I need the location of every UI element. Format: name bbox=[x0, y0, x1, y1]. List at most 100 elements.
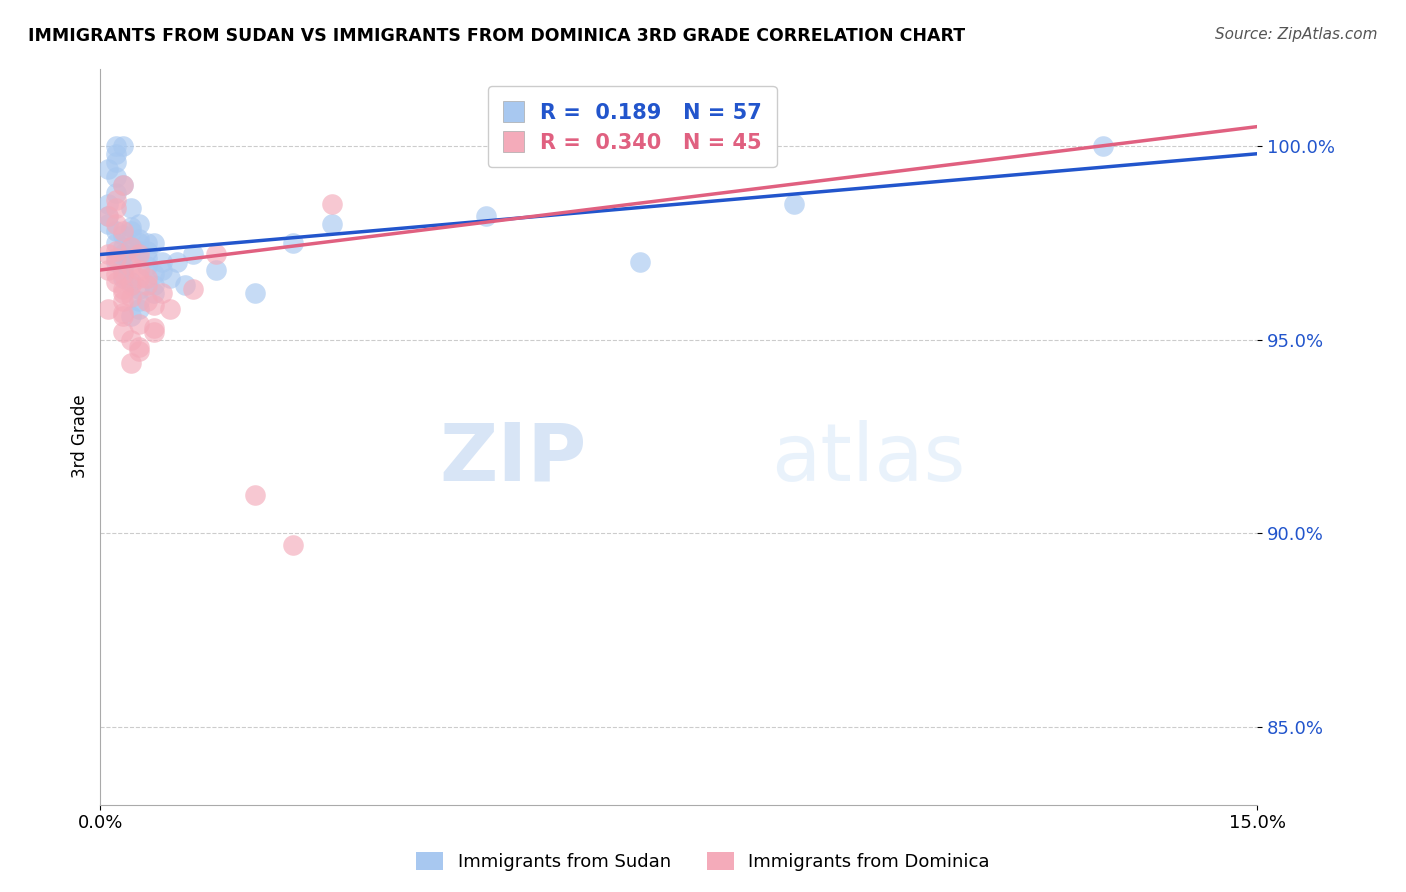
Point bbox=[97, 247, 120, 261]
Point bbox=[174, 278, 197, 293]
Point bbox=[143, 286, 166, 301]
Point bbox=[112, 240, 135, 254]
Point bbox=[120, 310, 142, 324]
Point bbox=[112, 267, 135, 281]
Point bbox=[112, 178, 135, 192]
Point bbox=[120, 290, 142, 304]
Point bbox=[159, 270, 181, 285]
Point bbox=[281, 235, 304, 250]
Point bbox=[135, 278, 157, 293]
Point bbox=[112, 178, 135, 192]
Point bbox=[104, 217, 127, 231]
Point bbox=[181, 247, 204, 261]
Point bbox=[120, 275, 142, 289]
Point bbox=[104, 255, 127, 269]
Point bbox=[112, 139, 135, 153]
Point bbox=[321, 217, 343, 231]
Point bbox=[104, 244, 127, 258]
Point bbox=[135, 270, 157, 285]
Point bbox=[120, 278, 142, 293]
Legend: Immigrants from Sudan, Immigrants from Dominica: Immigrants from Sudan, Immigrants from D… bbox=[409, 845, 997, 879]
Point bbox=[112, 247, 135, 261]
Point bbox=[135, 259, 157, 273]
Point bbox=[159, 301, 181, 316]
Point bbox=[143, 278, 166, 293]
Point bbox=[475, 209, 498, 223]
Point bbox=[143, 325, 166, 339]
Point bbox=[104, 154, 127, 169]
Point bbox=[97, 209, 120, 223]
Point bbox=[112, 282, 135, 296]
Point bbox=[150, 263, 173, 277]
Point bbox=[150, 255, 173, 269]
Point bbox=[104, 224, 127, 238]
Point bbox=[143, 298, 166, 312]
Point bbox=[120, 240, 142, 254]
Point bbox=[104, 169, 127, 184]
Point bbox=[205, 247, 228, 261]
Point bbox=[783, 197, 806, 211]
Point bbox=[104, 267, 127, 281]
Point bbox=[112, 305, 135, 319]
Point bbox=[166, 255, 188, 269]
Point bbox=[128, 317, 150, 331]
Point bbox=[321, 197, 343, 211]
Point bbox=[628, 255, 651, 269]
Point bbox=[104, 235, 127, 250]
Text: Source: ZipAtlas.com: Source: ZipAtlas.com bbox=[1215, 27, 1378, 42]
Point bbox=[128, 282, 150, 296]
Point bbox=[128, 263, 150, 277]
Point bbox=[97, 217, 120, 231]
Point bbox=[120, 333, 142, 347]
Point bbox=[205, 263, 228, 277]
Point bbox=[143, 321, 166, 335]
Point bbox=[135, 235, 157, 250]
Point bbox=[281, 538, 304, 552]
Point bbox=[120, 220, 142, 235]
Point bbox=[120, 224, 142, 238]
Point bbox=[120, 356, 142, 370]
Point bbox=[104, 275, 127, 289]
Point bbox=[1091, 139, 1114, 153]
Point bbox=[128, 341, 150, 355]
Point bbox=[104, 186, 127, 200]
Text: atlas: atlas bbox=[772, 419, 966, 498]
Point bbox=[128, 235, 150, 250]
Point bbox=[112, 293, 135, 308]
Text: ZIP: ZIP bbox=[439, 419, 586, 498]
Point bbox=[112, 224, 135, 238]
Point bbox=[143, 235, 166, 250]
Point bbox=[181, 282, 204, 296]
Point bbox=[112, 259, 135, 273]
Point bbox=[135, 293, 157, 308]
Point bbox=[150, 286, 173, 301]
Point bbox=[128, 301, 150, 316]
Point bbox=[112, 325, 135, 339]
Point bbox=[104, 252, 127, 266]
Point bbox=[120, 259, 142, 273]
Point bbox=[104, 193, 127, 207]
Point bbox=[97, 301, 120, 316]
Point bbox=[243, 286, 266, 301]
Point bbox=[243, 488, 266, 502]
Text: IMMIGRANTS FROM SUDAN VS IMMIGRANTS FROM DOMINICA 3RD GRADE CORRELATION CHART: IMMIGRANTS FROM SUDAN VS IMMIGRANTS FROM… bbox=[28, 27, 966, 45]
Legend: R =  0.189   N = 57, R =  0.340   N = 45: R = 0.189 N = 57, R = 0.340 N = 45 bbox=[488, 87, 776, 167]
Point bbox=[104, 201, 127, 215]
Point bbox=[112, 310, 135, 324]
Point bbox=[112, 286, 135, 301]
Point bbox=[143, 267, 166, 281]
Point bbox=[135, 252, 157, 266]
Point bbox=[128, 344, 150, 359]
Point bbox=[120, 252, 142, 266]
Point bbox=[128, 244, 150, 258]
Point bbox=[97, 263, 120, 277]
Point bbox=[120, 240, 142, 254]
Point bbox=[128, 293, 150, 308]
Point bbox=[128, 247, 150, 261]
Point bbox=[128, 232, 150, 246]
Point bbox=[135, 244, 157, 258]
Point bbox=[112, 270, 135, 285]
Point bbox=[128, 270, 150, 285]
Point bbox=[97, 209, 120, 223]
Point bbox=[120, 201, 142, 215]
